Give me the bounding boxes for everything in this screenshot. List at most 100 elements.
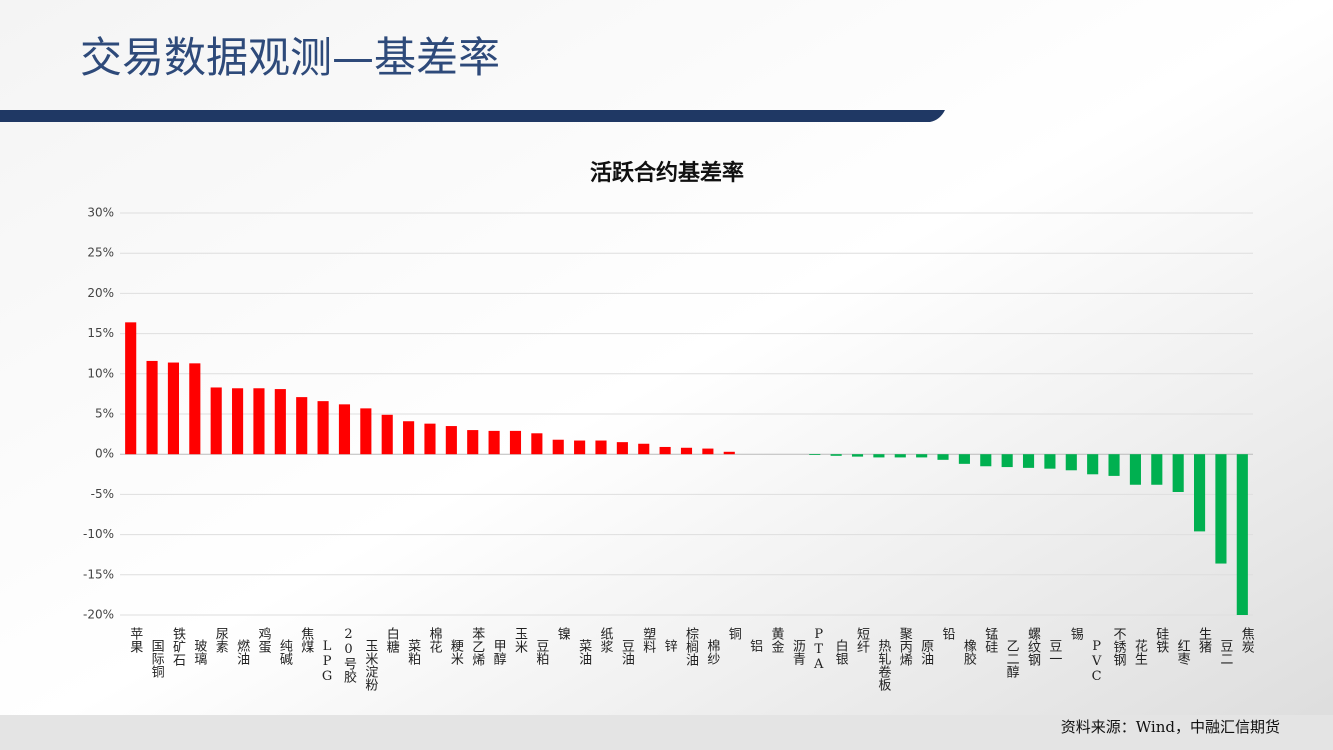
- x-tick-label: 铁矿石: [170, 627, 186, 666]
- bar: [146, 360, 158, 455]
- bar: [958, 454, 970, 464]
- x-tick-label: 橡胶: [961, 639, 977, 666]
- x-tick-label: 铜: [726, 627, 742, 640]
- x-tick-label: 铅: [940, 627, 956, 640]
- bar: [1087, 454, 1099, 475]
- bar: [445, 426, 457, 455]
- bar: [360, 408, 372, 455]
- x-tick-label: 粳米: [448, 639, 464, 665]
- bar: [488, 430, 500, 455]
- x-tick-label: 锡: [1068, 627, 1084, 640]
- x-tick-label: 乙二醇: [1004, 639, 1020, 678]
- bar: [552, 439, 564, 455]
- x-tick-label: 聚丙烯: [897, 627, 913, 666]
- bar: [253, 388, 265, 455]
- x-tick-label: 镍: [555, 627, 571, 640]
- bar: [210, 387, 222, 455]
- y-tick-label: 10%: [87, 366, 114, 380]
- x-tick-label: 纸浆: [597, 627, 613, 653]
- x-tick-label: 尿素: [213, 627, 229, 653]
- bar: [809, 454, 821, 456]
- bar: [638, 443, 650, 455]
- x-tick-label: 菜油: [576, 639, 592, 665]
- bar: [1193, 454, 1206, 532]
- bar: [317, 401, 329, 455]
- bar: [1215, 454, 1227, 564]
- bar: [702, 448, 714, 455]
- x-tick-label: 棉纱: [704, 639, 720, 665]
- x-tick-label: 玻璃: [191, 639, 207, 665]
- y-tick-label: 15%: [87, 326, 114, 340]
- y-tick-label: 0%: [95, 447, 114, 461]
- x-tick-label: 豆二: [1217, 639, 1233, 665]
- footer-band: [0, 715, 1333, 750]
- x-tick-label: 红枣: [1175, 638, 1191, 665]
- y-tick-label: -5%: [91, 487, 114, 501]
- bar: [125, 322, 137, 455]
- bar: [1172, 454, 1184, 492]
- bar: [894, 454, 906, 458]
- chart-title: 活跃合约基差率: [590, 160, 744, 186]
- bar: [574, 440, 586, 455]
- x-tick-label: LPG: [320, 639, 335, 684]
- bar: [680, 447, 693, 455]
- bar: [916, 454, 928, 458]
- x-tick-label: 硅铁: [1153, 627, 1169, 653]
- bar: [1001, 454, 1013, 468]
- x-tick-label: 热轧卷板: [875, 639, 891, 692]
- x-tick-label: 锰硅: [982, 627, 998, 653]
- bar: [338, 404, 351, 455]
- bar: [274, 389, 286, 455]
- bar: [424, 423, 436, 455]
- x-tick-label: 纯碱: [277, 639, 293, 665]
- x-tick-label: 焦煤: [298, 627, 314, 653]
- bar: [1108, 454, 1120, 476]
- x-tick-label: 螺纹钢: [1025, 627, 1041, 667]
- x-tick-label: 玉米: [512, 627, 528, 653]
- x-tick-label: 玉米淀粉: [362, 639, 378, 691]
- x-tick-label: PTA: [811, 627, 826, 672]
- bar: [531, 433, 543, 455]
- x-tick-label: 棉花: [426, 627, 442, 654]
- x-tick-label: 原油: [918, 639, 934, 665]
- x-tick-label: 焦炭: [1239, 627, 1255, 654]
- x-tick-label: 燃油: [234, 638, 250, 665]
- x-tick-label: 塑料: [640, 627, 656, 653]
- source: 资料来源：Wind，中融汇信期货: [1061, 718, 1280, 736]
- x-tick-label: 白银: [833, 638, 849, 665]
- bar: [1065, 454, 1077, 471]
- x-tick-label: 国际铜: [149, 639, 165, 678]
- bar: [851, 454, 864, 457]
- bar: [167, 362, 180, 455]
- bar: [980, 454, 992, 467]
- x-tick-label: 短纤: [854, 627, 870, 653]
- x-tick-label: 花生: [1132, 638, 1148, 665]
- x-tick-label: 鸡蛋: [255, 626, 271, 654]
- y-tick-label: -20%: [83, 608, 114, 622]
- bar: [616, 442, 628, 455]
- x-tick-label: 不锈钢: [1111, 627, 1127, 667]
- x-tick-label: 苹果: [127, 627, 143, 653]
- bar: [509, 430, 522, 455]
- bar: [296, 397, 308, 455]
- y-tick-label: -15%: [83, 567, 114, 581]
- y-tick-label: -10%: [83, 527, 114, 541]
- x-tick-label: 生猪: [1196, 627, 1212, 653]
- x-tick-label: 沥青: [790, 639, 806, 665]
- title-bar: [0, 110, 945, 122]
- bar: [1022, 454, 1035, 468]
- x-tick-label: 白糖: [384, 626, 400, 654]
- bar: [1044, 454, 1056, 469]
- x-tick-label: 棕榈油: [683, 627, 699, 666]
- bar: [403, 421, 415, 455]
- bar: [232, 388, 244, 455]
- bar: [830, 454, 842, 456]
- bar: [1236, 454, 1248, 615]
- y-tick-label: 5%: [95, 407, 114, 421]
- x-tick-label: 锌: [662, 639, 678, 652]
- bar: [381, 414, 393, 455]
- x-tick-label: 甲醇: [491, 639, 507, 665]
- bar: [723, 451, 735, 455]
